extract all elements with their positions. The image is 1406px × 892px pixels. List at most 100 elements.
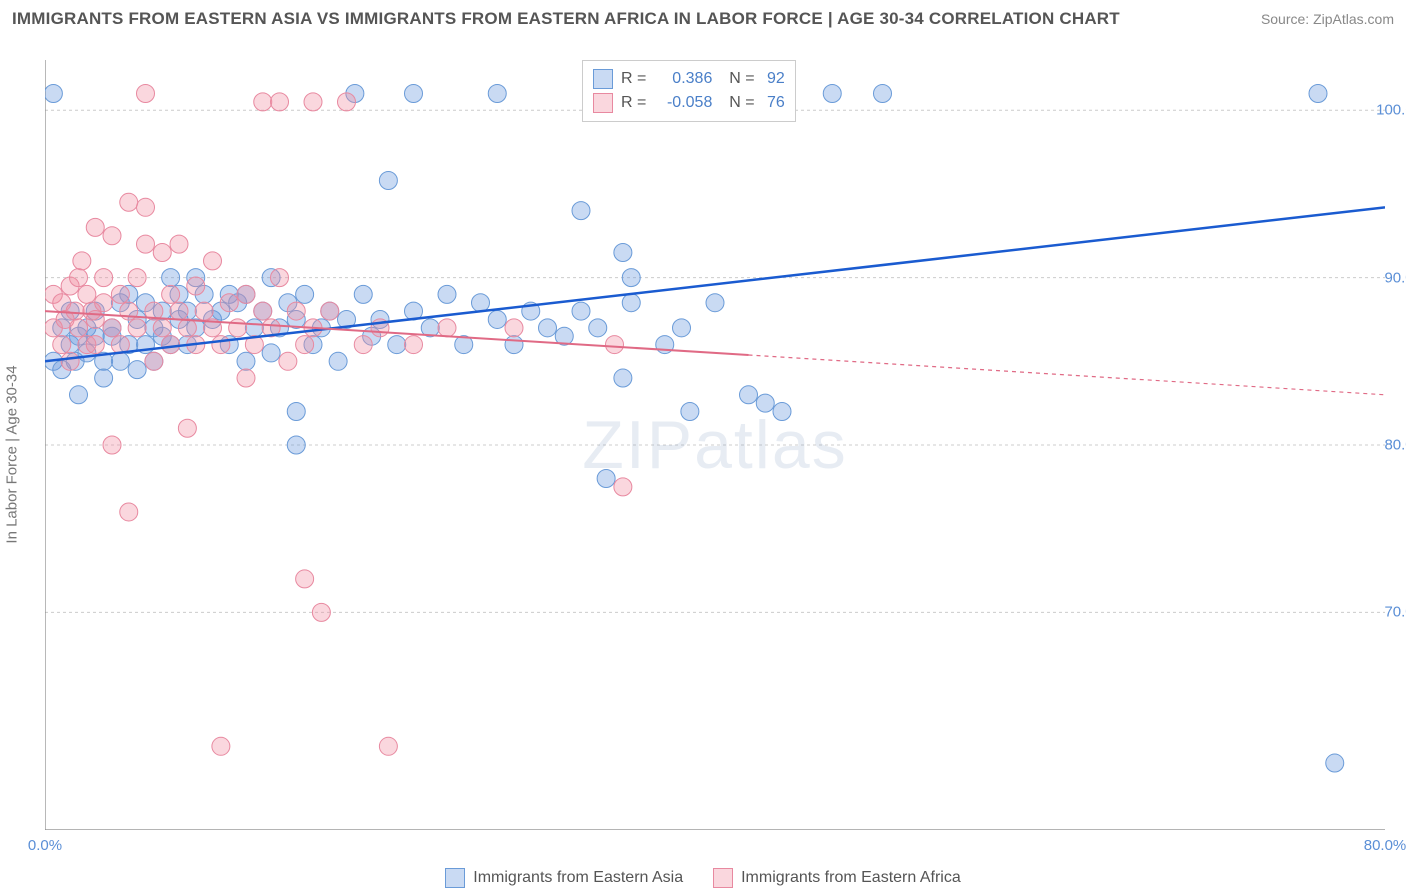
legend-stat-row: R =-0.058 N = 76 [593, 91, 785, 115]
data-point [237, 369, 255, 387]
data-point [312, 603, 330, 621]
data-point [66, 302, 84, 320]
legend-stat-row: R =0.386 N = 92 [593, 67, 785, 91]
r-value: -0.058 [654, 94, 712, 112]
data-point [53, 336, 71, 354]
data-point [237, 285, 255, 303]
data-point [681, 403, 699, 421]
data-point [488, 84, 506, 102]
y-axis-label: In Labor Force | Age 30-34 [4, 365, 21, 543]
data-point [773, 403, 791, 421]
n-value: 92 [763, 70, 785, 88]
data-point [212, 737, 230, 755]
data-point [178, 319, 196, 337]
data-point [162, 285, 180, 303]
data-point [254, 302, 272, 320]
source-label: Source: ZipAtlas.com [1261, 11, 1394, 27]
plot-area: ZIPatlas R =0.386 N = 92R =-0.058 N = 76… [45, 60, 1385, 830]
data-point [86, 218, 104, 236]
data-point [614, 369, 632, 387]
trend-line [45, 207, 1385, 361]
data-point [86, 336, 104, 354]
legend-item: Immigrants from Eastern Asia [445, 868, 683, 888]
data-point [153, 319, 171, 337]
data-point [229, 319, 247, 337]
data-point [321, 302, 339, 320]
data-point [103, 319, 121, 337]
data-point [572, 202, 590, 220]
data-point [296, 336, 314, 354]
legend-swatch-icon [445, 868, 465, 888]
data-point [488, 310, 506, 328]
data-point [128, 319, 146, 337]
data-point [70, 319, 88, 337]
data-point [505, 336, 523, 354]
data-point [614, 244, 632, 262]
data-point [220, 294, 238, 312]
data-point [195, 302, 213, 320]
data-point [472, 294, 490, 312]
data-point [170, 235, 188, 253]
data-point [354, 285, 372, 303]
legend-label: Immigrants from Eastern Africa [741, 869, 961, 887]
data-point [128, 269, 146, 287]
data-point [304, 93, 322, 111]
data-point [673, 319, 691, 337]
data-point [874, 84, 892, 102]
data-point [103, 227, 121, 245]
data-point [145, 352, 163, 370]
data-point [614, 478, 632, 496]
y-tick-label: 100.0% [1376, 102, 1406, 119]
data-point [606, 336, 624, 354]
data-point [823, 84, 841, 102]
data-point [70, 386, 88, 404]
data-point [95, 294, 113, 312]
data-point [78, 285, 96, 303]
data-point [296, 570, 314, 588]
data-point [505, 319, 523, 337]
data-point [237, 352, 255, 370]
data-point [1326, 754, 1344, 772]
legend-swatch-icon [593, 69, 613, 89]
data-point [120, 193, 138, 211]
data-point [128, 361, 146, 379]
data-point [622, 269, 640, 287]
data-point [187, 277, 205, 295]
data-point [405, 336, 423, 354]
data-point [45, 84, 62, 102]
x-tick-label: 80.0% [1364, 837, 1406, 854]
data-point [162, 336, 180, 354]
data-point [296, 285, 314, 303]
data-point [438, 319, 456, 337]
data-point [438, 285, 456, 303]
data-point [756, 394, 774, 412]
data-point [271, 269, 289, 287]
data-point [245, 319, 263, 337]
data-point [204, 252, 222, 270]
data-point [539, 319, 557, 337]
data-point [95, 369, 113, 387]
data-point [287, 302, 305, 320]
data-point [170, 302, 188, 320]
scatter-chart [45, 60, 1385, 830]
data-point [111, 352, 129, 370]
data-point [254, 93, 272, 111]
data-point [271, 93, 289, 111]
series-legend: Immigrants from Eastern Asia Immigrants f… [0, 868, 1406, 888]
data-point [287, 436, 305, 454]
data-point [379, 172, 397, 190]
data-point [111, 285, 129, 303]
data-point [379, 737, 397, 755]
x-tick-label: 0.0% [28, 837, 62, 854]
data-point [388, 336, 406, 354]
r-label: R = [621, 70, 646, 88]
y-tick-label: 70.0% [1384, 604, 1406, 621]
trend-line-extrapolated [749, 355, 1386, 395]
data-point [329, 352, 347, 370]
r-label: R = [621, 94, 646, 112]
chart-title: IMMIGRANTS FROM EASTERN ASIA VS IMMIGRAN… [12, 9, 1120, 29]
n-label: N = [720, 94, 754, 112]
data-point [287, 403, 305, 421]
data-point [1309, 84, 1327, 102]
data-point [740, 386, 758, 404]
